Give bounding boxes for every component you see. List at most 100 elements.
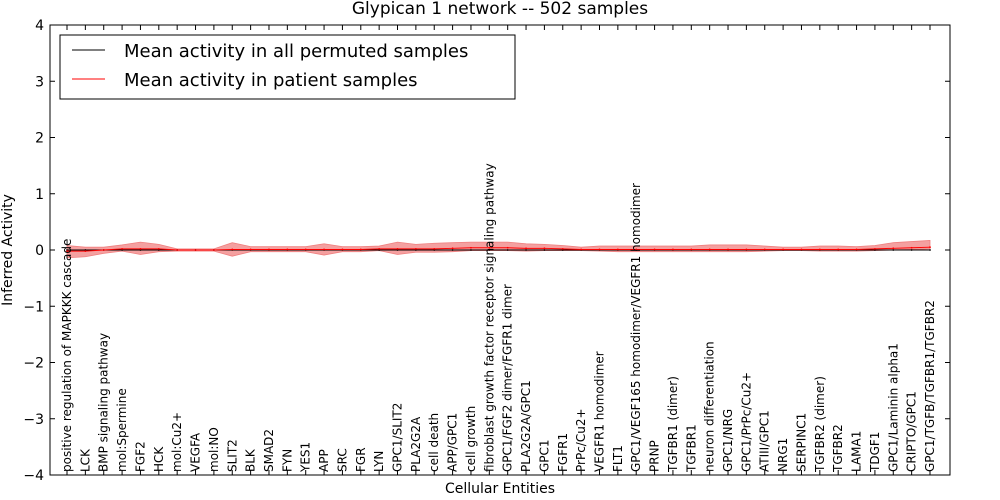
- category-label: PRNP: [648, 440, 662, 472]
- patient-mean-point: [176, 249, 179, 251]
- category-label: FGF2: [133, 441, 147, 472]
- patient-mean-point: [194, 249, 197, 251]
- patient-mean-point: [525, 247, 527, 250]
- category-label: FGFR1: [556, 433, 570, 472]
- category-label: LAMA1: [850, 431, 864, 472]
- category-label: APP: [317, 449, 331, 472]
- y-tick-label: 0: [35, 243, 44, 259]
- category-label: FLT1: [611, 445, 625, 472]
- category-label: mol:NO: [207, 427, 221, 472]
- patient-mean-point: [598, 248, 601, 251]
- permuted-mean-point: [506, 249, 509, 251]
- category-label: mol:Cu2+: [170, 412, 184, 472]
- patient-mean-point: [763, 248, 766, 251]
- permuted-mean-point: [543, 249, 546, 251]
- category-label: cell growth: [464, 406, 478, 472]
- category-label: GPC1: [537, 439, 551, 472]
- category-label: fibroblast growth factor receptor signal…: [482, 163, 496, 472]
- y-tick-label: 2: [35, 131, 44, 147]
- category-label: PrPc/Cu2+: [574, 408, 588, 472]
- patient-mean-point: [157, 247, 160, 250]
- patient-mean-point: [268, 248, 270, 251]
- category-label: GPC1/SLIT2: [391, 403, 405, 472]
- category-label: SLIT2: [225, 439, 239, 472]
- category-label: GPC1/Laminin alpha1: [886, 343, 900, 472]
- patient-mean-point: [212, 249, 215, 251]
- category-label-layer: positive regulation of MAPKKK cascade LCK…: [60, 163, 937, 473]
- patient-mean-point: [323, 248, 325, 251]
- patient-mean-point: [727, 248, 729, 251]
- category-label: GPC1/PrPc/Cu2+: [739, 372, 753, 472]
- category-label: APP/GPC1: [446, 413, 460, 472]
- category-label: GPC1/NRG: [721, 409, 735, 472]
- permuted-mean-point: [488, 249, 491, 251]
- y-axis-label: Inferred Activity: [0, 194, 16, 306]
- series-line-layer: [66, 246, 931, 253]
- legend-label-permuted: Mean activity in all permuted samples: [124, 41, 468, 62]
- patient-mean-point: [561, 247, 564, 250]
- patient-mean-point: [359, 248, 362, 251]
- patient-mean-point: [818, 248, 821, 251]
- patient-mean-point: [102, 249, 105, 251]
- y-tick-label: −4: [23, 468, 44, 484]
- category-label: FYN: [280, 449, 294, 472]
- category-label: SRC: [335, 448, 349, 472]
- patient-mean-point: [378, 247, 381, 250]
- category-label: neuron differentiation: [703, 341, 717, 472]
- permuted-mean-point: [470, 249, 472, 251]
- category-label: TGFBR2: [831, 424, 845, 473]
- permuted-mean-point: [451, 249, 454, 251]
- y-tick-label: 3: [35, 74, 44, 90]
- permuted-mean-point: [892, 249, 895, 251]
- patient-mean-point: [84, 250, 87, 253]
- legend-box: [59, 34, 516, 100]
- category-label: PLA2G2A/GPC1: [519, 380, 533, 472]
- patient-mean-point: [800, 248, 803, 251]
- x-axis-label: Cellular Entities: [445, 481, 555, 497]
- patient-mean-point: [837, 248, 840, 251]
- patient-mean-point: [653, 248, 656, 251]
- category-label: TGFBR1 (dimer): [666, 376, 680, 473]
- patient-mean-point: [341, 248, 344, 251]
- patient-mean-point: [66, 250, 68, 253]
- category-label: VEGFR1 homodimer: [592, 351, 606, 472]
- confidence-band-layer: [66, 240, 931, 259]
- patient-mean-point: [892, 247, 895, 250]
- patient-mean-point: [616, 248, 619, 251]
- category-label: BMP signaling pathway: [97, 333, 111, 472]
- category-label: PLA2G2A: [409, 416, 423, 472]
- category-label: BLK: [244, 448, 258, 472]
- patient-mean-point: [304, 248, 307, 251]
- category-label: ATIII/GPC1: [758, 410, 772, 472]
- patient-mean-point: [782, 248, 785, 251]
- patient-mean-point: [414, 247, 417, 250]
- y-tick-label: −2: [23, 356, 44, 372]
- patient-mean-point: [488, 246, 491, 249]
- patient-mean-point: [672, 248, 674, 251]
- category-label: TGFBR1: [684, 424, 698, 473]
- patient-mean-point: [231, 248, 234, 251]
- patient-mean-point: [708, 248, 711, 251]
- permuted-mean-point: [929, 249, 931, 251]
- patient-confidence-band: [66, 240, 931, 259]
- permuted-mean-point: [525, 249, 527, 251]
- patient-mean-point: [249, 248, 252, 251]
- category-label: NRG1: [776, 438, 790, 472]
- patient-mean-point: [506, 246, 509, 249]
- patient-mean-point: [433, 247, 436, 250]
- category-label: GPC1/TGFB/TGFBR1/TGFBR2: [923, 300, 937, 472]
- patient-mean-line: [67, 246, 931, 252]
- patient-mean-point: [396, 247, 399, 250]
- y-tick-layer: −4 −3 −2 −1 0 1 2 3 4: [23, 18, 950, 484]
- category-label: TDGF1: [868, 432, 882, 473]
- patient-mean-point: [580, 248, 583, 251]
- y-tick-label: −1: [23, 299, 44, 315]
- category-label: CRIPTO/GPC1: [905, 391, 919, 472]
- patient-mean-point: [910, 246, 913, 249]
- category-label: VEGFA: [189, 432, 203, 472]
- patient-mean-point: [139, 247, 142, 250]
- category-label: positive regulation of MAPKKK cascade: [60, 239, 74, 472]
- legend: Mean activity in all permuted samples Me…: [59, 34, 516, 100]
- y-tick-label: 4: [35, 18, 44, 34]
